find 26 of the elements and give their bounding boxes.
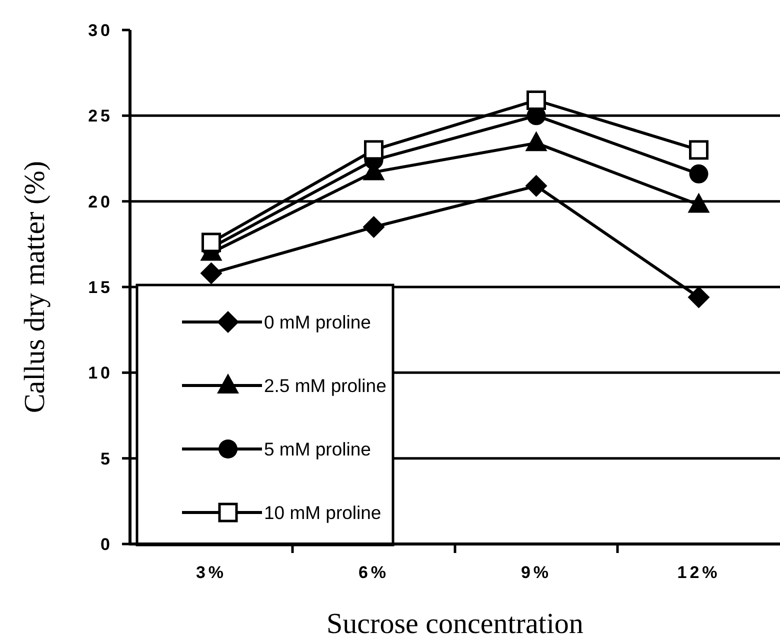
point [362,216,385,238]
x-tick-label: 9% [520,563,552,582]
point [525,174,548,197]
y-tick-label: 25 [88,106,113,126]
point [689,164,708,184]
y-tick-label: 0 [100,534,113,554]
point [688,286,710,308]
y-tick-label: 20 [88,192,113,212]
point [202,232,221,252]
x-tick-label: 6% [358,563,390,582]
x-axis-title: Sucrose concentration [326,608,584,640]
point [689,140,708,160]
y-tick-label: 30 [88,20,113,40]
y-tick-label: 10 [88,364,113,383]
legend-label: 10 mM proline [264,502,382,523]
legend-label: 0 mM proline [264,311,371,332]
legend-label: 2.5 mM proline [264,374,386,396]
x-tick-label: 12% [677,563,720,582]
legend-label: 5 mM proline [264,438,371,460]
x-tick-label: 3% [196,563,227,582]
point [200,262,222,284]
point [526,90,546,110]
y-tick-label: 15 [88,278,113,297]
point [364,140,384,160]
y-axis-title: Callus dry matter (%) [19,160,51,414]
y-tick-label: 5 [100,449,113,468]
